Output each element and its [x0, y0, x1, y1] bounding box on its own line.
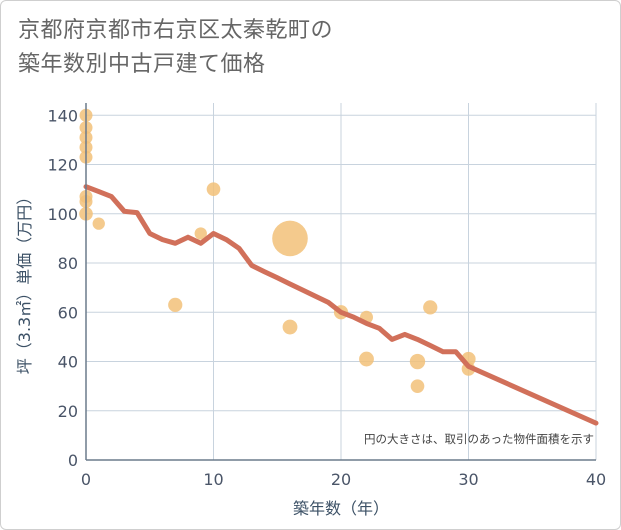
- bubble-point: [168, 297, 183, 313]
- x-tick-label: 0: [81, 470, 91, 489]
- bubble-point: [206, 182, 221, 196]
- chart-title-line-2: 築年数別中古戸建て価格: [18, 52, 266, 77]
- y-axis-label: 坪（3.3㎡）単価（万円）: [15, 189, 34, 374]
- bubble-point: [282, 319, 298, 335]
- y-tick-label: 120: [47, 156, 78, 175]
- y-tick-label: 0: [68, 451, 78, 470]
- axes: [85, 103, 596, 461]
- bubble-point: [410, 379, 425, 393]
- x-tick-label: 30: [458, 470, 478, 489]
- chart-title-line-1: 京都府京都市右京区太秦乾町の: [18, 18, 334, 43]
- y-tick-label: 100: [47, 205, 78, 224]
- tick-labels: 0 20 40 60 80 100 120 140 0 10 20 30 40: [47, 106, 606, 489]
- x-tick-label: 20: [331, 470, 351, 489]
- bubble-series: [79, 108, 476, 393]
- x-tick-label: 40: [586, 470, 606, 489]
- bubble-point: [194, 227, 207, 240]
- x-tick-label: 10: [203, 470, 223, 489]
- trend-line: [83, 184, 599, 426]
- bubble-point: [409, 353, 426, 370]
- bubble-size-note: 円の大きさは、取引のあった物件面積を示す: [364, 432, 594, 446]
- y-tick-label: 20: [58, 402, 78, 421]
- x-axis-label: 築年数（年）: [293, 499, 389, 518]
- bubble-point: [272, 220, 308, 257]
- y-tick-label: 140: [47, 106, 78, 125]
- bubble-point: [92, 217, 105, 230]
- y-tick-label: 60: [58, 303, 78, 322]
- y-tick-label: 80: [58, 254, 78, 273]
- grid-lines: [86, 103, 597, 460]
- chart-title: 京都府京都市右京区太秦乾町の 築年数別中古戸建て価格: [18, 14, 608, 82]
- y-tick-label: 40: [58, 353, 78, 372]
- bubble-point: [423, 300, 438, 315]
- bubble-point: [359, 351, 374, 367]
